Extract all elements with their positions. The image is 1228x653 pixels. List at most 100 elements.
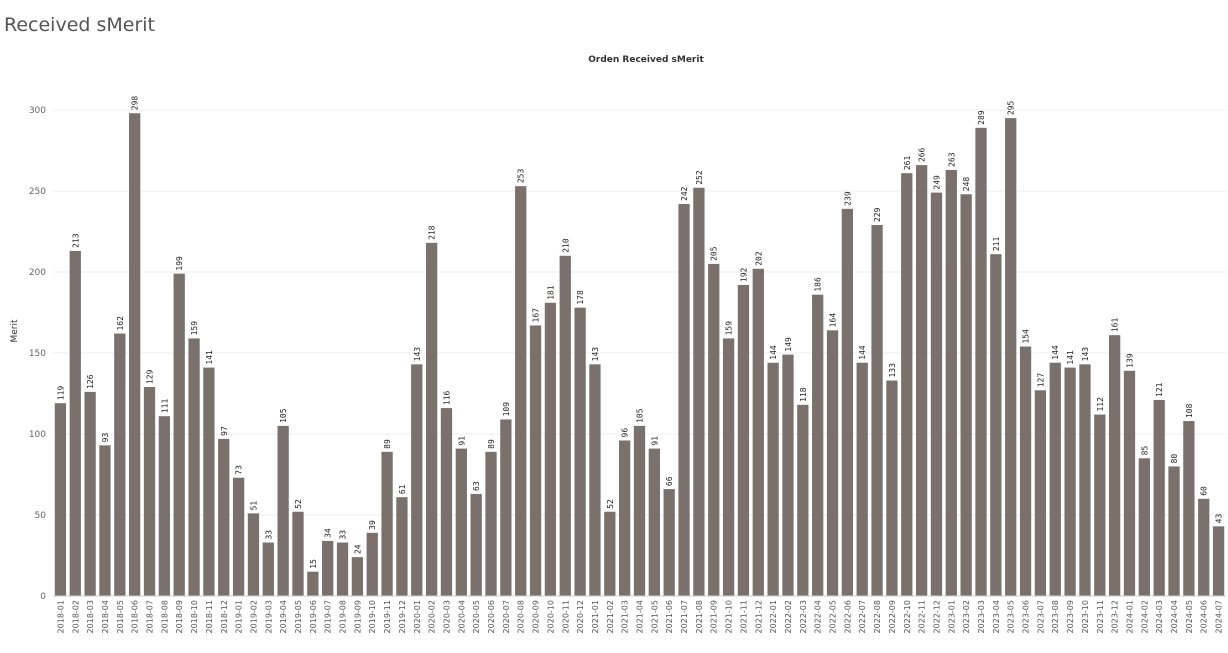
x-tick-label-2018-01: 2018-01 — [56, 600, 65, 633]
bar-2023-11 — [1094, 414, 1106, 596]
x-tick-label-2024-05: 2024-05 — [1185, 600, 1194, 633]
x-tick-label-2024-01: 2024-01 — [1125, 600, 1134, 633]
x-tick-label-2018-02: 2018-02 — [71, 600, 80, 633]
x-tick-label-2019-12: 2019-12 — [398, 600, 407, 633]
data-label-2019-06: 15 — [309, 559, 318, 569]
x-tick-label-2019-11: 2019-11 — [383, 600, 392, 633]
bar-2020-08 — [515, 186, 527, 596]
y-tick-label: 300 — [29, 106, 46, 116]
x-tick-label-2023-10: 2023-10 — [1081, 600, 1090, 633]
y-tick-label: 250 — [29, 187, 46, 197]
data-label-2020-01: 143 — [413, 347, 422, 362]
x-tick-label-2020-06: 2020-06 — [487, 600, 496, 633]
bar-2024-02 — [1138, 458, 1150, 596]
x-tick-label-2019-09: 2019-09 — [353, 600, 362, 633]
data-label-2021-04: 105 — [636, 408, 645, 423]
data-label-2021-02: 52 — [606, 499, 615, 509]
data-labels: 119 213 126 93 162 298 129 111 199 159 141 97 73 51 33… — [56, 96, 1223, 569]
data-label-2019-09: 24 — [353, 544, 362, 554]
data-label-2023-11: 112 — [1096, 397, 1105, 412]
x-tick-label-2023-05: 2023-05 — [1007, 600, 1016, 633]
data-label-2019-04: 105 — [279, 408, 288, 423]
bar-2019-10 — [366, 532, 378, 596]
x-tick-label-2018-10: 2018-10 — [190, 600, 199, 633]
data-label-2018-09: 199 — [175, 256, 184, 271]
data-label-2018-10: 159 — [190, 321, 199, 336]
bar-2018-12 — [218, 438, 230, 596]
x-tick-label-2022-04: 2022-04 — [814, 600, 823, 633]
x-tick-label-2021-09: 2021-09 — [710, 600, 719, 633]
y-tick-label: 200 — [29, 268, 46, 278]
y-tick-label: 0 — [40, 592, 46, 602]
data-label-2023-05: 295 — [1007, 100, 1016, 115]
bar-2021-06 — [663, 489, 675, 596]
x-tick-label-2018-05: 2018-05 — [116, 600, 125, 633]
x-tick-label-2019-06: 2019-06 — [309, 600, 318, 633]
x-tick-label-2024-06: 2024-06 — [1200, 600, 1209, 633]
x-tick-label-2024-03: 2024-03 — [1155, 600, 1164, 633]
data-label-2021-08: 252 — [695, 170, 704, 185]
data-label-2020-03: 116 — [442, 390, 451, 405]
x-tick-label-2020-04: 2020-04 — [457, 600, 466, 633]
bar-2024-05 — [1183, 421, 1195, 596]
data-label-2022-03: 118 — [799, 387, 808, 402]
x-tick-label-2020-10: 2020-10 — [546, 600, 555, 633]
bar-2019-04 — [277, 425, 289, 596]
bar-2020-03 — [440, 408, 453, 596]
data-label-2022-04: 186 — [814, 277, 823, 292]
bar-2020-09 — [529, 325, 542, 596]
bars — [54, 113, 1225, 597]
bar-2023-07 — [1034, 390, 1047, 596]
y-axis-ticks: 0 50 100 150 200 250 300 — [29, 106, 46, 602]
data-label-2020-11: 210 — [561, 238, 570, 253]
bar-2022-02 — [782, 354, 794, 596]
bar-2021-03 — [619, 440, 631, 596]
x-tick-label-2021-12: 2021-12 — [754, 600, 763, 633]
data-label-2024-07: 43 — [1215, 514, 1224, 524]
bar-2024-04 — [1168, 466, 1180, 596]
bar-2022-01 — [767, 362, 779, 596]
bar-2022-08 — [871, 225, 883, 596]
bar-2020-06 — [485, 451, 497, 596]
data-label-2018-05: 162 — [116, 316, 125, 331]
bar-2019-03 — [262, 542, 274, 596]
x-tick-label-2024-07: 2024-07 — [1215, 600, 1224, 633]
bar-2021-07 — [678, 203, 690, 596]
data-label-2024-06: 60 — [1200, 486, 1209, 496]
data-label-2022-11: 266 — [918, 147, 927, 162]
data-label-2020-02: 218 — [428, 225, 437, 240]
bar-2020-02 — [425, 242, 438, 596]
data-label-2023-08: 144 — [1051, 345, 1060, 360]
bar-2022-10 — [901, 173, 913, 596]
bar-2019-09 — [351, 557, 364, 596]
bar-2021-12 — [752, 268, 764, 596]
data-label-2023-07: 127 — [1036, 373, 1045, 388]
bar-2018-03 — [84, 391, 96, 596]
bar-2018-10 — [188, 338, 200, 596]
x-tick-label-2019-01: 2019-01 — [235, 600, 244, 633]
bar-2018-02 — [69, 250, 81, 596]
x-tick-label-2020-01: 2020-01 — [413, 600, 422, 633]
bar-2021-02 — [604, 511, 616, 596]
x-tick-label-2022-03: 2022-03 — [799, 600, 808, 633]
bar-2022-12 — [930, 192, 943, 596]
x-tick-label-2019-10: 2019-10 — [368, 600, 377, 633]
data-label-2020-09: 167 — [532, 308, 541, 323]
data-label-2023-10: 143 — [1081, 347, 1090, 362]
x-tick-label-2023-07: 2023-07 — [1036, 600, 1045, 633]
data-label-2020-12: 178 — [576, 290, 585, 305]
x-tick-label-2023-03: 2023-03 — [977, 600, 986, 633]
bar-2019-12 — [396, 497, 408, 596]
data-label-2021-06: 66 — [665, 476, 674, 486]
data-label-2019-02: 51 — [249, 501, 258, 511]
bar-2021-08 — [693, 187, 705, 596]
data-label-2023-02: 248 — [962, 177, 971, 192]
bar-2022-11 — [915, 165, 928, 596]
x-tick-label-2021-06: 2021-06 — [665, 600, 674, 633]
data-label-2023-04: 211 — [992, 237, 1001, 252]
x-tick-label-2019-03: 2019-03 — [264, 600, 273, 633]
data-label-2023-09: 141 — [1066, 350, 1075, 365]
x-tick-label-2023-01: 2023-01 — [947, 600, 956, 633]
x-tick-label-2021-01: 2021-01 — [591, 600, 600, 633]
data-label-2022-07: 144 — [858, 345, 867, 360]
